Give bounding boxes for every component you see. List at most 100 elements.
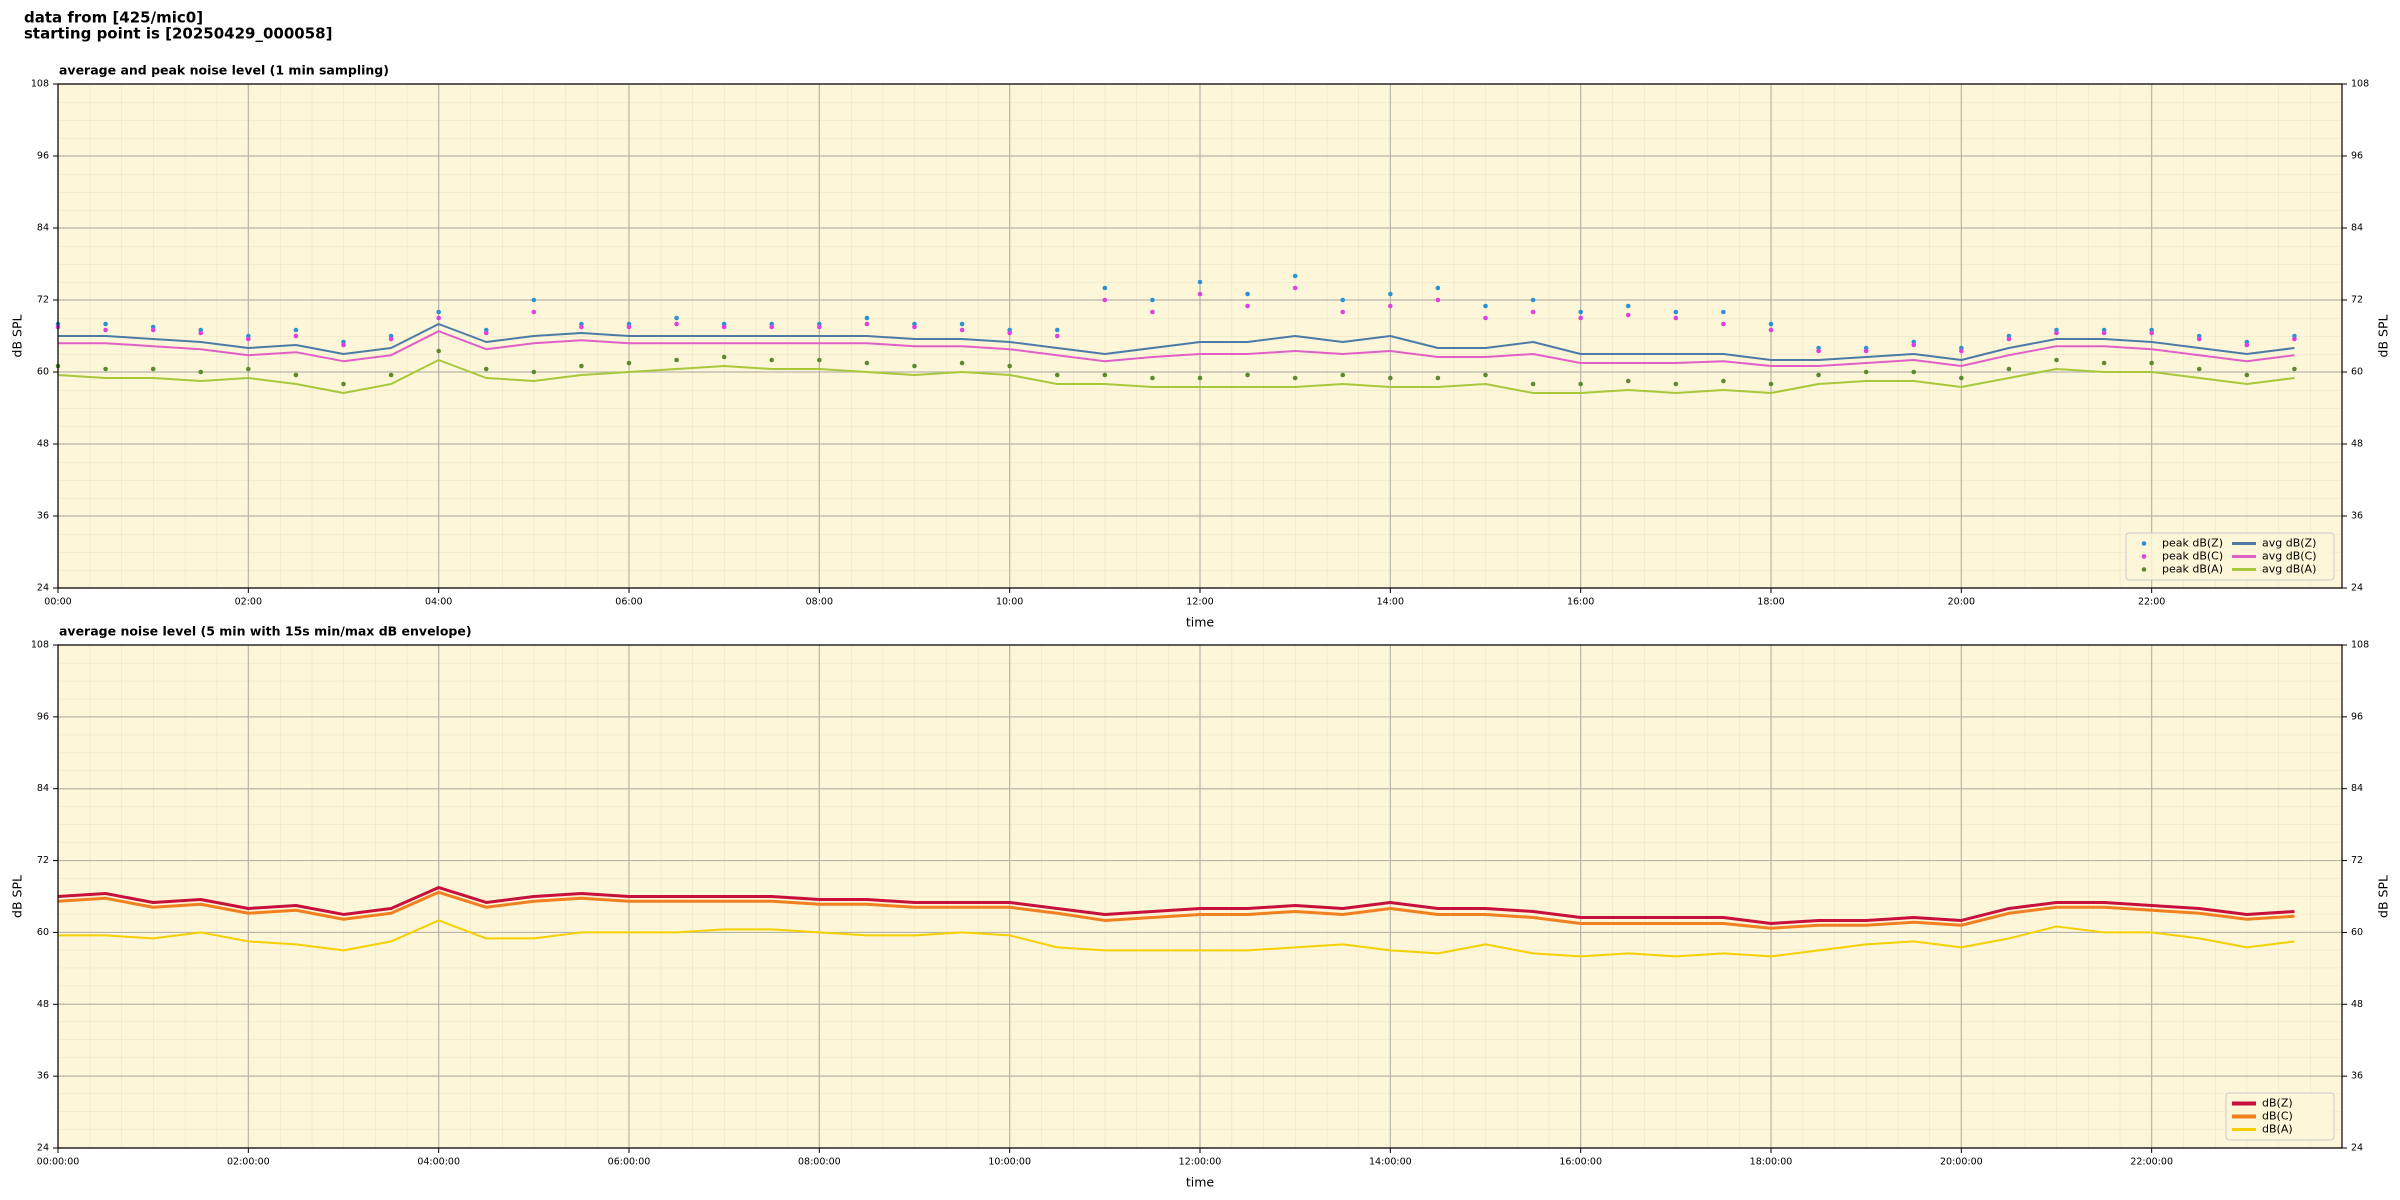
- peak-point: [1721, 309, 1726, 315]
- peak-point: [293, 333, 299, 339]
- y2-tick-label: 60: [2351, 367, 2363, 378]
- x-tick-label: 10:00: [996, 597, 1023, 608]
- peak-point: [246, 336, 251, 342]
- legend-label: peak dB(C): [2162, 550, 2223, 563]
- peak-point: [579, 324, 584, 330]
- legend-marker: [2141, 554, 2147, 559]
- peak-point: [1673, 309, 1679, 315]
- x-tick-label: 22:00:00: [2130, 1157, 2173, 1168]
- peak-point: [1150, 297, 1155, 303]
- peak-point: [483, 330, 489, 336]
- peak-point: [1768, 321, 1774, 327]
- peak-point: [1816, 372, 1821, 378]
- x-tick-label: 00:00: [44, 597, 71, 608]
- peak-point: [1578, 315, 1583, 321]
- peak-point: [674, 321, 679, 327]
- peak-point: [1435, 297, 1441, 303]
- peak-point: [1625, 312, 1631, 318]
- legend-label: peak dB(Z): [2162, 537, 2223, 550]
- series-line: [57, 359, 2295, 394]
- y-tick-label: 84: [37, 783, 49, 794]
- x-tick-label: 06:00:00: [608, 1157, 651, 1168]
- peak-point: [1054, 327, 1060, 333]
- legend-marker: [2141, 567, 2147, 572]
- peak-point: [103, 321, 108, 327]
- peak-point: [1625, 378, 1631, 384]
- header-line: data from [425/mic0]: [24, 9, 203, 27]
- peak-point: [1340, 297, 1346, 303]
- peak-point: [1959, 375, 1964, 381]
- y-tick-label: 96: [37, 711, 49, 722]
- y-tick-label: 96: [37, 151, 49, 162]
- x-tick-label: 04:00:00: [417, 1157, 460, 1168]
- chart-title: average noise level (5 min with 15s min/…: [59, 624, 472, 639]
- legend-label: dB(C): [2262, 1110, 2293, 1123]
- y2-tick-label: 72: [2351, 295, 2363, 306]
- y2-tick-label: 24: [2351, 1143, 2363, 1154]
- y-tick-label: 108: [31, 79, 49, 90]
- peak-point: [912, 324, 917, 330]
- peak-point: [293, 327, 299, 333]
- chart-title: average and peak noise level (1 min samp…: [59, 63, 389, 78]
- peak-point: [150, 366, 156, 372]
- peak-point: [341, 381, 346, 387]
- peak-point: [1340, 372, 1346, 378]
- peak-point: [2292, 336, 2297, 342]
- peak-point: [1150, 375, 1155, 381]
- y2-axis-label: dB SPL: [2376, 315, 2391, 358]
- y-tick-label: 24: [37, 1143, 49, 1154]
- legend-label: avg dB(Z): [2262, 537, 2316, 550]
- y-tick-label: 84: [37, 223, 49, 234]
- peak-point: [103, 366, 108, 372]
- x-tick-label: 08:00: [806, 597, 833, 608]
- peak-point: [1578, 309, 1583, 315]
- y-tick-label: 36: [37, 1071, 49, 1082]
- peak-point: [1292, 285, 1298, 291]
- peak-point: [1197, 279, 1203, 285]
- x-tick-label: 10:00:00: [988, 1157, 1031, 1168]
- peak-point: [2054, 330, 2059, 336]
- peak-point: [2149, 330, 2154, 336]
- header-line: starting point is [20250429_000058]: [24, 25, 332, 43]
- x-tick-label: 16:00: [1567, 597, 1594, 608]
- legend-label: avg dB(A): [2262, 563, 2316, 576]
- peak-point: [1673, 315, 1679, 321]
- peak-point: [864, 360, 870, 366]
- peak-point: [1245, 291, 1250, 297]
- peak-point: [1625, 303, 1631, 309]
- peak-point: [1435, 375, 1441, 381]
- x-axis-label: time: [1186, 1175, 1215, 1190]
- peak-point: [1483, 315, 1488, 321]
- peak-point: [436, 309, 441, 315]
- peak-point: [1530, 381, 1536, 387]
- peak-point: [483, 366, 489, 372]
- x-tick-label: 22:00: [2138, 597, 2165, 608]
- y-tick-label: 60: [37, 927, 49, 938]
- peak-point: [626, 360, 632, 366]
- peak-point: [1102, 285, 1108, 291]
- peak-point: [1007, 363, 1012, 369]
- y2-tick-label: 36: [2351, 511, 2363, 522]
- legend-label: dB(Z): [2262, 1097, 2293, 1110]
- peak-point: [436, 315, 441, 321]
- peak-point: [626, 324, 632, 330]
- x-tick-label: 08:00:00: [798, 1157, 841, 1168]
- x-tick-label: 04:00: [425, 597, 452, 608]
- y2-tick-label: 84: [2351, 783, 2363, 794]
- peak-point: [150, 327, 156, 333]
- peak-point: [1007, 330, 1012, 336]
- peak-point: [817, 324, 822, 330]
- peak-point: [1388, 303, 1393, 309]
- plot-frame: [57, 644, 2343, 1149]
- peak-point: [1245, 372, 1250, 378]
- peak-point: [1863, 369, 1869, 375]
- peak-point: [1435, 285, 1441, 291]
- x-tick-label: 06:00: [615, 597, 642, 608]
- legend-marker: [2141, 541, 2147, 546]
- series-line: [58, 323, 2295, 361]
- peak-point: [912, 363, 917, 369]
- x-tick-label: 14:00: [1377, 597, 1404, 608]
- peak-point: [436, 348, 441, 354]
- peak-point: [2244, 342, 2250, 348]
- peak-point: [959, 321, 965, 327]
